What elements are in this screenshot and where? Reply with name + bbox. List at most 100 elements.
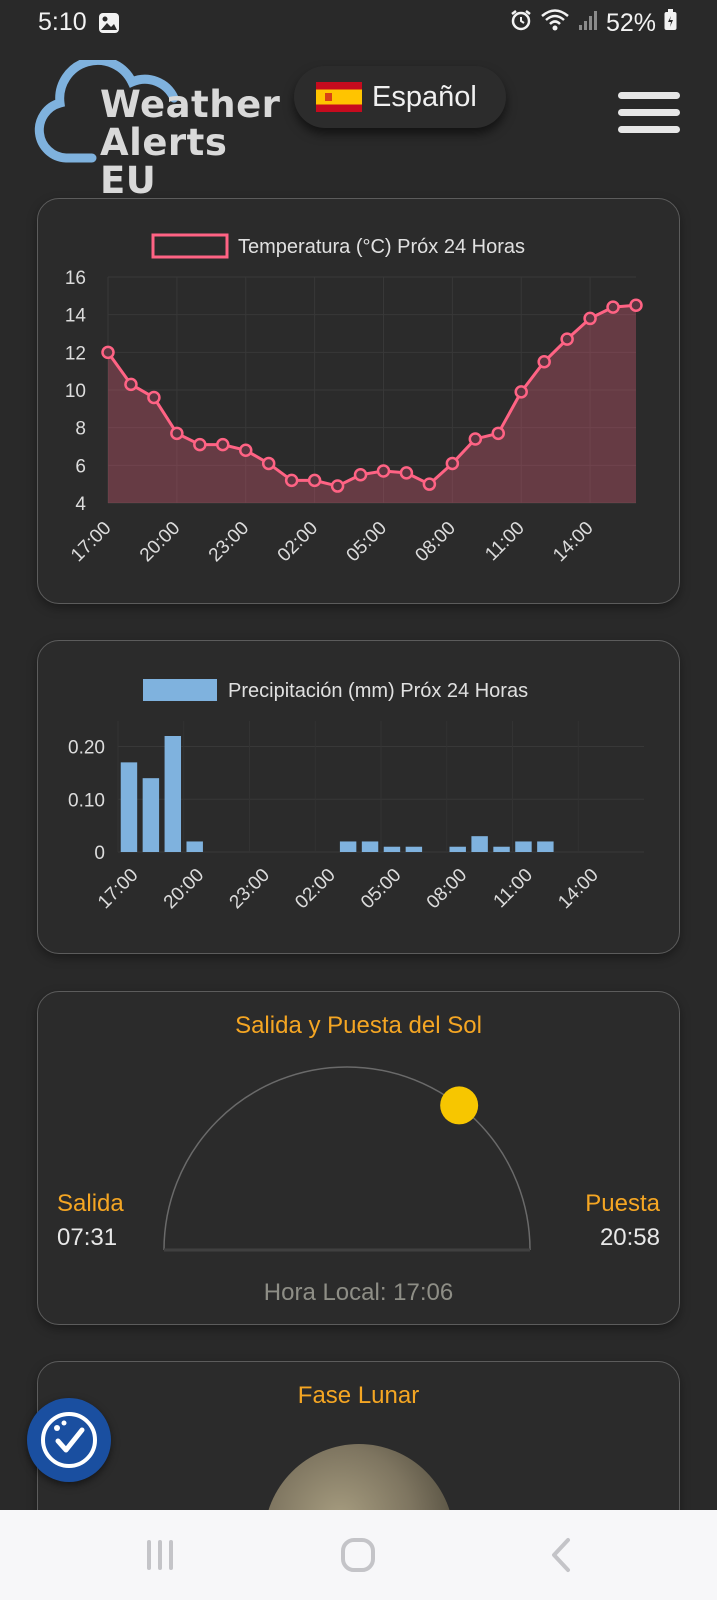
- temp-legend-swatch[interactable]: [151, 233, 229, 259]
- temp-legend-label[interactable]: Temperatura (°C) Próx 24 Horas: [238, 236, 525, 258]
- gallery-icon: [98, 12, 120, 39]
- temp-data-point: [491, 426, 506, 441]
- temp-y-tick-label: 8: [75, 419, 86, 440]
- temp-data-point: [147, 390, 161, 405]
- temp-data-point: [537, 355, 551, 369]
- precip-bar: [164, 736, 182, 852]
- precip-bar: [471, 836, 488, 852]
- temp-data-point: [422, 477, 437, 491]
- back-button[interactable]: [502, 1510, 622, 1600]
- temp-x-tick-label: 17:00: [67, 518, 115, 566]
- system-nav-bar: [0, 1510, 717, 1600]
- precip-x-tick-label: 23:00: [226, 865, 274, 913]
- precip-bar: [449, 846, 466, 852]
- temp-data-point: [193, 437, 207, 452]
- precip-x-tick-label: 05:00: [357, 865, 405, 913]
- temp-data-point: [170, 426, 184, 441]
- logo-line1: Weather: [100, 83, 281, 126]
- precip-bar: [493, 846, 510, 852]
- temp-data-point: [583, 311, 597, 326]
- temp-data-point: [330, 479, 345, 493]
- back-icon: [552, 1538, 570, 1572]
- precip-y-tick-label: 0.10: [68, 790, 105, 811]
- precip-x-tick-label: 14:00: [554, 865, 602, 913]
- temp-data-point: [399, 466, 414, 480]
- temp-data-point: [468, 432, 483, 446]
- sunset-time: 20:58: [599, 1224, 660, 1251]
- temp-data-point: [445, 456, 460, 471]
- temp-data-point: [284, 473, 299, 488]
- status-right: 52%: [510, 8, 677, 39]
- temp-x-tick-label: 11:00: [481, 518, 528, 565]
- temp-y-tick-label: 12: [65, 343, 86, 364]
- accessibility-button[interactable]: [27, 1398, 111, 1482]
- temperature-chart: Temperatura (°C) Próx 24 Horas 16 14 12 10 8…: [65, 233, 643, 566]
- sun-card: Salida y Puesta del Sol Salida 07:31 Pue…: [37, 991, 680, 1325]
- home-icon: [341, 1538, 375, 1572]
- temp-y-tick-label: 4: [75, 494, 86, 515]
- temp-data-point: [629, 298, 643, 312]
- sunrise-label: Salida: [57, 1190, 124, 1217]
- precip-x-tick-label: 17:00: [94, 865, 142, 913]
- precip-bar: [383, 846, 401, 852]
- temp-x-tick-label: 05:00: [343, 518, 391, 566]
- precipitation-card: Precipitación (mm) Próx 24 Horas 0.20 0.1…: [37, 640, 680, 954]
- precip-x-tick-label: 08:00: [423, 865, 471, 913]
- precip-x-tick-label: 20:00: [160, 865, 208, 913]
- temp-data-point: [560, 332, 574, 346]
- precip-bar: [515, 841, 532, 852]
- sunset-label: Puesta: [585, 1190, 660, 1217]
- temp-x-tick-label: 20:00: [136, 518, 184, 566]
- temp-x-tick-label: 14:00: [549, 518, 597, 566]
- cloud-icon: [34, 60, 179, 163]
- menu-icon[interactable]: [618, 92, 680, 134]
- precip-bar: [142, 778, 160, 852]
- local-time: Hora Local: 17:06: [263, 1279, 454, 1306]
- precipitation-chart: Precipitación (mm) Próx 24 Horas 0.20 0.1…: [68, 679, 644, 913]
- precip-y-tick-label: 0: [94, 843, 105, 864]
- precip-legend-label[interactable]: Precipitación (mm) Próx 24 Horas: [228, 680, 528, 702]
- alarm-icon: [510, 9, 532, 38]
- sun-arc-diagram: [163, 1066, 531, 1252]
- precip-y-tick-label: 0.20: [68, 738, 105, 759]
- precip-bar: [339, 841, 357, 852]
- precip-bar: [186, 841, 203, 852]
- temp-data-point: [376, 464, 391, 478]
- precip-bar: [120, 762, 138, 852]
- temp-x-tick-label: 08:00: [411, 518, 459, 566]
- precip-x-tick-label: 02:00: [291, 865, 339, 913]
- battery-icon: [664, 9, 677, 38]
- status-time: 5:10: [38, 8, 87, 36]
- spain-flag-icon: [316, 82, 362, 112]
- logo-text: Weather Alerts EU: [100, 86, 284, 200]
- battery-percent: 52%: [605, 9, 656, 37]
- sun-position-icon: [440, 1086, 479, 1125]
- temp-data-point: [261, 456, 276, 471]
- precip-bar: [405, 846, 423, 852]
- precip-bar: [361, 841, 379, 852]
- temp-y-tick-label: 16: [65, 268, 86, 289]
- language-selector-button[interactable]: Español: [294, 66, 506, 128]
- temp-data-point: [307, 473, 322, 488]
- precip-legend-swatch[interactable]: [143, 679, 217, 701]
- moon-card-title: Fase Lunar: [297, 1382, 420, 1409]
- temp-y-tick-label: 6: [75, 456, 86, 477]
- status-bar: 5:10 52%: [0, 0, 717, 48]
- app-logo[interactable]: Weather Alerts EU: [34, 60, 284, 200]
- temp-y-tick-label: 14: [65, 306, 87, 327]
- temp-x-tick-label: 02:00: [274, 518, 322, 566]
- temp-data-point: [514, 385, 528, 399]
- home-button[interactable]: [298, 1510, 418, 1600]
- signal-icon: [578, 9, 598, 38]
- wifi-icon: [540, 8, 570, 39]
- temp-data-point: [124, 377, 138, 392]
- recent-apps-button[interactable]: [100, 1510, 220, 1600]
- temperature-card: Temperatura (°C) Próx 24 Horas 16 14 12 10 8…: [37, 198, 680, 604]
- accessibility-icon: [41, 1412, 97, 1468]
- sun-arc: [163, 1066, 531, 1251]
- temp-x-tick-label: 23:00: [205, 518, 253, 566]
- precip-bar: [537, 841, 554, 852]
- sun-card-title: Salida y Puesta del Sol: [235, 1012, 482, 1039]
- logo-line2: Alerts EU: [100, 121, 228, 202]
- precip-x-tick-label: 11:00: [490, 865, 537, 912]
